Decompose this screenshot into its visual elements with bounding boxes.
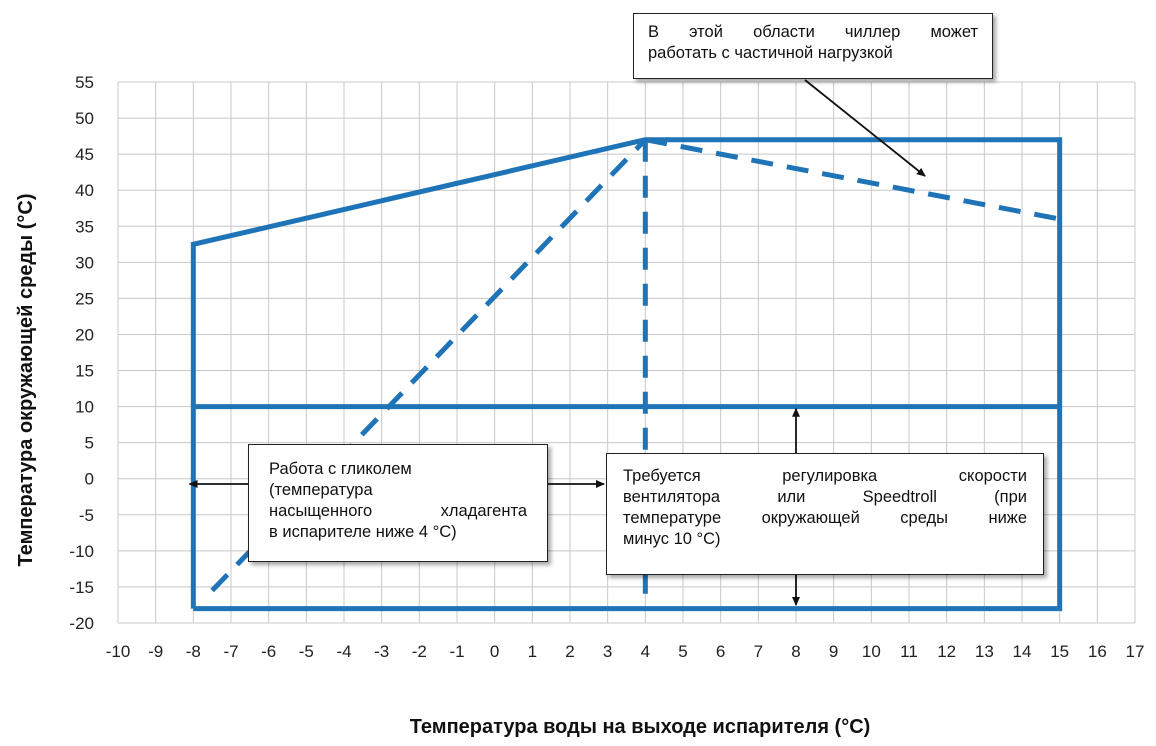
annotation-line: насыщенного хладагента: [269, 502, 527, 520]
x-axis-ticks: -10 -9 -8 -7 -6 -5 -4 -3 -2 -1 0 1 2 3 4 5 6 7 8 9 10 11 12 13 1…: [106, 642, 1145, 661]
x-tick-label: 0: [490, 642, 499, 661]
y-tick-label: 30: [75, 253, 94, 272]
y-tick-label: 25: [75, 289, 94, 308]
y-tick-label: 15: [75, 362, 94, 381]
annotation-line: вентилятора или Speedtroll (при: [623, 488, 1027, 506]
annotation-line: температуре окружающей среды ниже: [623, 509, 1027, 527]
x-tick-label: 10: [862, 642, 881, 661]
x-tick-label: 1: [528, 642, 537, 661]
x-tick-label: -5: [299, 642, 314, 661]
x-tick-label: 13: [975, 642, 994, 661]
annotation-line: (температура: [269, 481, 373, 499]
x-tick-label: 3: [603, 642, 612, 661]
x-tick-label: -1: [449, 642, 464, 661]
annotation-line: в испарителе ниже 4 °C): [269, 523, 457, 541]
annotation-line: работать с частичной нагрузкой: [648, 44, 893, 62]
x-tick-label: 14: [1013, 642, 1032, 661]
y-tick-label: -10: [69, 542, 94, 561]
x-tick-label: 17: [1126, 642, 1145, 661]
x-tick-label: -7: [223, 642, 238, 661]
x-tick-label: 6: [716, 642, 725, 661]
x-tick-label: 11: [900, 642, 918, 661]
y-tick-label: 45: [75, 145, 94, 164]
x-tick-label: 7: [754, 642, 763, 661]
x-tick-label: -10: [106, 642, 131, 661]
y-tick-label: -20: [69, 614, 94, 633]
dashed-limit-line: [210, 137, 648, 593]
y-tick-label: 5: [85, 434, 94, 453]
dashed-limit-line: [644, 137, 1061, 222]
y-tick-label: -5: [79, 506, 94, 525]
x-tick-label: 16: [1088, 642, 1107, 661]
x-tick-label: -4: [336, 642, 351, 661]
x-tick-label: 12: [937, 642, 956, 661]
annotation-line: Работа с гликолем: [269, 460, 412, 478]
y-tick-label: 0: [85, 470, 94, 489]
annotation-line: В этой области чиллер может: [648, 23, 978, 41]
y-tick-label: -15: [69, 578, 94, 597]
y-tick-label: 50: [75, 109, 94, 128]
series-group: [190, 137, 1063, 612]
y-tick-label: 35: [75, 217, 94, 236]
x-tick-label: 4: [641, 642, 650, 661]
annotation-arrows: [188, 79, 926, 606]
x-tick-label: -8: [186, 642, 201, 661]
annotation-line: минус 10 °C): [623, 530, 721, 548]
annotation-partial-load: В этой области чиллер может работать с ч…: [633, 13, 993, 79]
x-tick-label: -3: [374, 642, 389, 661]
x-tick-label: -2: [412, 642, 427, 661]
x-tick-label: 2: [565, 642, 574, 661]
x-tick-label: 8: [791, 642, 800, 661]
annotation-fan-speed-control: Требуется регулировка скорости вентилято…: [606, 453, 1044, 575]
y-axis-title: Температура окружающей среды (°C): [15, 193, 37, 566]
x-tick-label: 9: [829, 642, 838, 661]
x-tick-label: -6: [261, 642, 276, 661]
x-tick-label: 5: [678, 642, 687, 661]
y-tick-label: 40: [75, 181, 94, 200]
y-tick-label: 10: [75, 398, 94, 417]
x-tick-label: -9: [148, 642, 163, 661]
x-axis-title: Температура воды на выходе испарителя (°…: [410, 716, 871, 738]
annotation-line: Требуется регулировка скорости: [623, 467, 1027, 485]
annotation-glycol: Работа с гликолем (температура насыщенно…: [248, 444, 548, 562]
y-tick-label: 55: [75, 73, 94, 92]
annotation-arrow: [804, 79, 926, 177]
y-tick-label: 20: [75, 325, 94, 344]
solid-limit-line: [190, 137, 1063, 612]
x-tick-label: 15: [1050, 642, 1069, 661]
